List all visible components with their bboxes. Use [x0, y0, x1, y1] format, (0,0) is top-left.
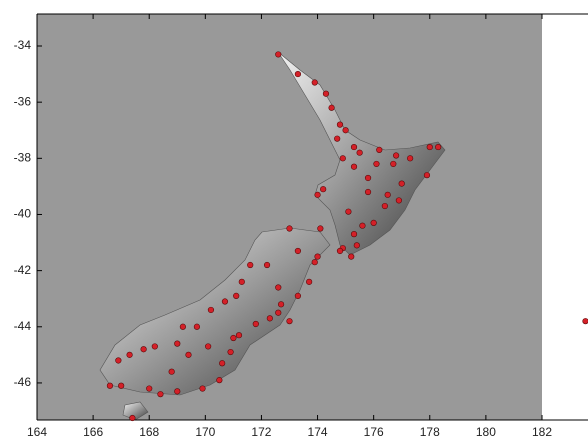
station-point: [127, 352, 133, 358]
station-point: [236, 332, 242, 338]
station-point: [343, 127, 349, 133]
station-point: [374, 161, 380, 167]
map-chart: -34 -36 -38 -40 -42 -44 -46 164 166 168 170 172 174 1…: [0, 0, 588, 446]
station-point: [158, 391, 164, 397]
station-point: [130, 415, 136, 421]
station-point: [205, 344, 211, 350]
station-point: [357, 150, 363, 156]
station-point: [146, 386, 152, 392]
station-point: [376, 147, 382, 153]
station-point: [287, 226, 293, 232]
station-point: [435, 144, 441, 150]
station-point: [365, 189, 371, 195]
station-point: [351, 231, 357, 237]
station-point: [194, 324, 200, 330]
station-point: [340, 156, 346, 162]
station-point: [312, 259, 318, 265]
station-point: [351, 164, 357, 170]
station-point: [354, 243, 360, 249]
x-tick-label: 180: [476, 425, 496, 439]
station-point: [329, 105, 335, 111]
station-point: [231, 335, 237, 341]
station-point: [233, 293, 239, 299]
station-point: [318, 226, 324, 232]
station-point: [174, 389, 180, 395]
x-tick-label: 174: [308, 425, 328, 439]
station-point: [169, 369, 175, 375]
station-point: [306, 279, 312, 285]
station-point: [315, 192, 321, 198]
station-point: [278, 302, 284, 308]
station-point: [399, 181, 405, 187]
station-point: [174, 341, 180, 347]
y-tick-label: -36: [14, 94, 32, 108]
station-point: [323, 91, 329, 97]
x-tick-label: 172: [251, 425, 271, 439]
x-tick-label: 170: [195, 425, 215, 439]
y-tick-label: -38: [14, 150, 32, 164]
station-point: [385, 192, 391, 198]
station-point: [228, 349, 234, 355]
station-point: [371, 220, 377, 226]
station-point: [382, 203, 388, 209]
station-point: [393, 153, 399, 159]
station-point: [295, 293, 301, 299]
station-point: [253, 321, 259, 327]
station-point: [141, 346, 147, 352]
station-point: [295, 248, 301, 254]
station-point: [267, 316, 273, 322]
station-point: [275, 310, 281, 316]
station-point: [287, 318, 293, 324]
station-point: [275, 285, 281, 291]
x-tick-label: 176: [364, 425, 384, 439]
station-point: [219, 360, 225, 366]
x-tick-label: 166: [83, 425, 103, 439]
x-tick-label: 168: [139, 425, 159, 439]
y-tick-label: -46: [14, 375, 32, 389]
station-point: [334, 136, 340, 142]
station-point: [186, 352, 192, 358]
station-point: [295, 71, 301, 77]
station-point: [222, 299, 228, 305]
station-point: [396, 198, 402, 204]
station-point: [337, 122, 343, 128]
x-tick-label: 178: [420, 425, 440, 439]
station-point: [348, 254, 354, 260]
station-point: [275, 52, 281, 58]
station-point: [239, 279, 245, 285]
station-point: [407, 156, 413, 162]
y-tick-label: -44: [14, 319, 32, 333]
station-point: [247, 262, 253, 268]
station-point: [208, 307, 214, 313]
station-point: [424, 172, 430, 178]
station-point: [217, 377, 223, 383]
station-point: [365, 175, 371, 181]
station-point: [346, 209, 352, 215]
station-point: [390, 161, 396, 167]
x-tick-label: 164: [27, 425, 47, 439]
station-point: [116, 358, 122, 364]
station-point: [118, 383, 124, 389]
station-point: [200, 386, 206, 392]
station-point: [264, 262, 270, 268]
station-point: [152, 344, 158, 350]
station-point: [337, 248, 343, 254]
station-point: [360, 223, 366, 229]
y-tick-label: -34: [14, 38, 32, 52]
y-tick-label: -42: [14, 263, 32, 277]
station-point: [583, 318, 588, 324]
station-point: [107, 383, 113, 389]
y-tick-label: -40: [14, 207, 32, 221]
station-point: [312, 80, 318, 86]
station-point: [427, 144, 433, 150]
station-point: [320, 186, 326, 192]
station-point: [180, 324, 186, 330]
x-tick-label: 182: [532, 425, 552, 439]
station-point: [351, 144, 357, 150]
station-point: [315, 254, 321, 260]
